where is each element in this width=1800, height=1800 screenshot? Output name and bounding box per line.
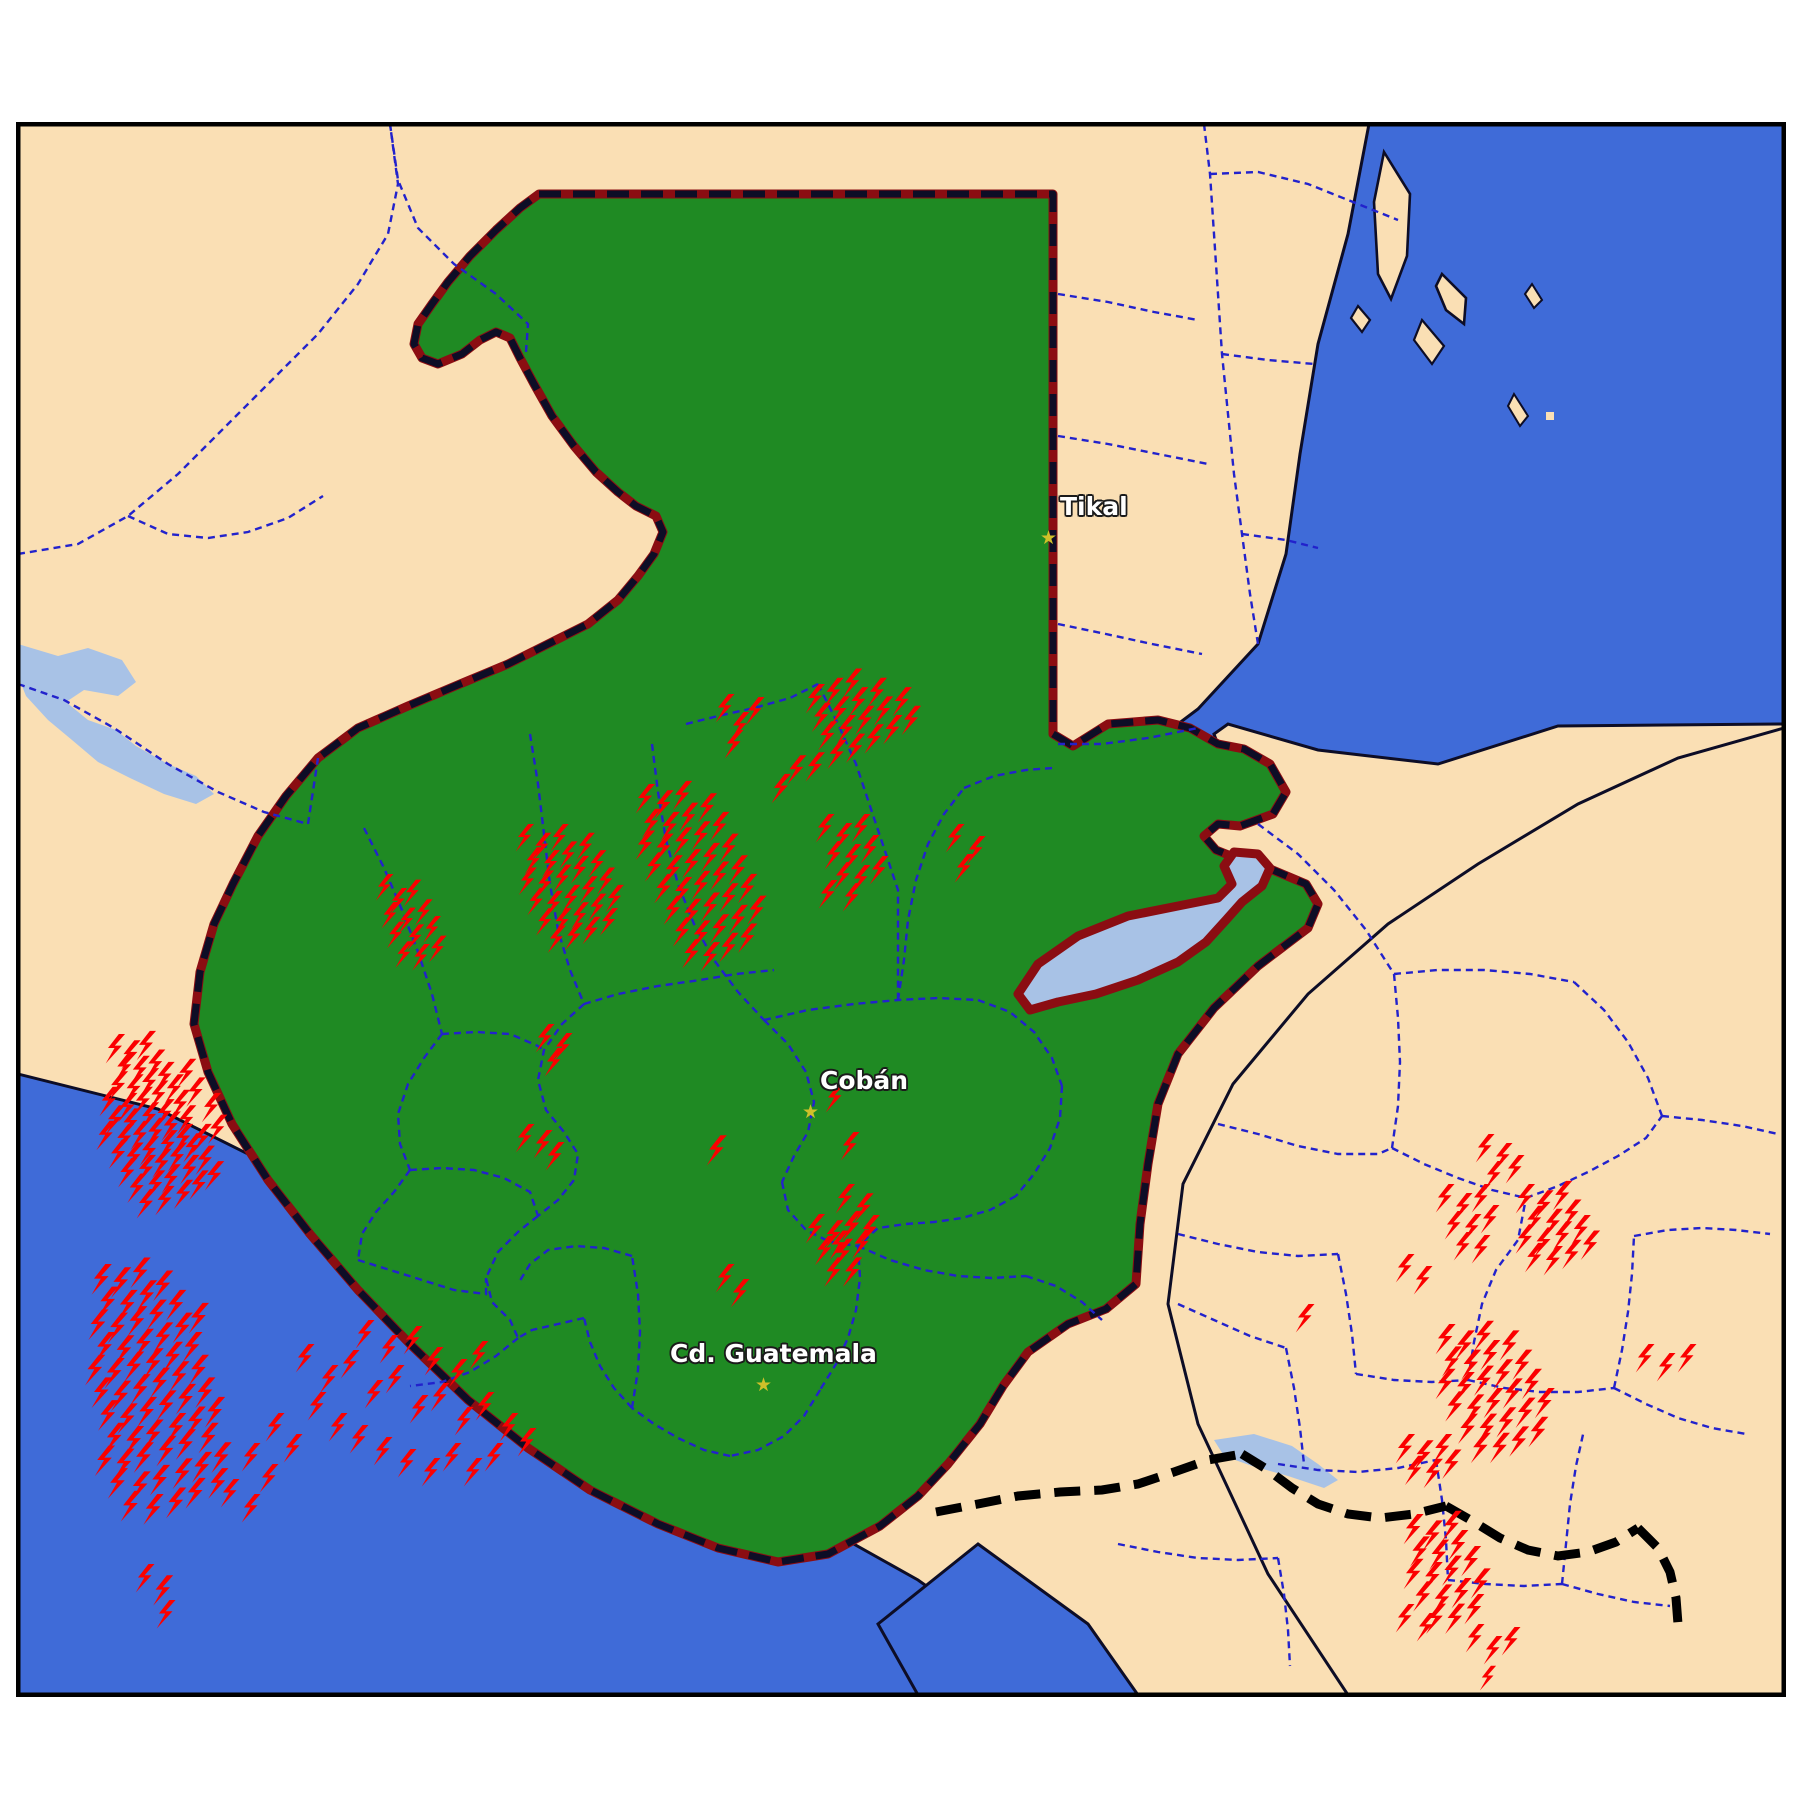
belize-cay-5 xyxy=(1506,391,1530,428)
map-vector xyxy=(18,124,1784,1695)
guatemala-national-border xyxy=(190,190,1322,1566)
lake-izabal xyxy=(1013,847,1275,1015)
belize-cay-7 xyxy=(1546,412,1554,420)
neighbour-national-borders xyxy=(935,1449,1683,1625)
belize-cay-1 xyxy=(1372,148,1412,303)
pacific-bay xyxy=(876,1542,1140,1695)
lake-honduras xyxy=(1214,1434,1338,1488)
belize-cay-3 xyxy=(1412,317,1446,366)
map-canvas[interactable]: ★ Tikal ★ Cobán ★ Cd. Guatemala xyxy=(16,122,1786,1697)
admin-boundaries xyxy=(18,124,1779,1667)
honduras-north-coast xyxy=(1166,726,1784,1695)
lake-nw-mexico xyxy=(18,644,214,804)
belize-cay-6 xyxy=(1523,282,1544,310)
belize-cay-2 xyxy=(1434,271,1468,327)
map-frame-border xyxy=(18,124,1784,1695)
belize-cay-4 xyxy=(1349,304,1372,334)
